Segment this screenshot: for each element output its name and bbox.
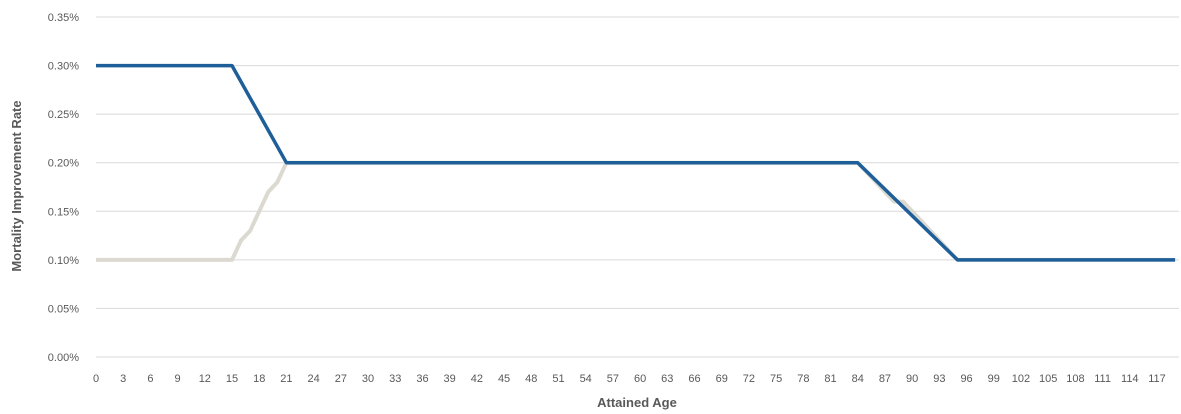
x-tick-label: 15 bbox=[226, 373, 238, 385]
x-tick-label: 69 bbox=[716, 373, 728, 385]
x-tick-label: 36 bbox=[416, 373, 428, 385]
x-tick-label: 9 bbox=[175, 373, 181, 385]
x-tick-label: 78 bbox=[797, 373, 809, 385]
x-tick-label: 27 bbox=[335, 373, 347, 385]
x-tick-label: 21 bbox=[280, 373, 292, 385]
y-tick-label: 0.20% bbox=[48, 158, 79, 170]
x-tick-label: 24 bbox=[308, 373, 320, 385]
x-tick-label: 42 bbox=[471, 373, 483, 385]
y-tick-label: 0.05% bbox=[48, 303, 79, 315]
x-tick-label: 81 bbox=[824, 373, 836, 385]
x-tick-label: 99 bbox=[988, 373, 1000, 385]
x-axis-title: Attained Age bbox=[597, 395, 677, 410]
x-tick-label: 51 bbox=[552, 373, 564, 385]
x-tick-label: 54 bbox=[580, 373, 592, 385]
y-axis-tick-labels: 0.00% 0.05% 0.10% 0.15% 0.20% 0.25% 0.30% 0.35% bbox=[48, 12, 79, 364]
gridlines bbox=[96, 16, 1179, 358]
x-tick-label: 108 bbox=[1066, 373, 1084, 385]
x-tick-label: 48 bbox=[525, 373, 537, 385]
series-line-1 bbox=[96, 63, 1176, 262]
series-lines bbox=[96, 63, 1176, 262]
y-tick-label: 0.00% bbox=[48, 352, 79, 364]
y-tick-label: 0.30% bbox=[48, 61, 79, 73]
x-tick-label: 87 bbox=[879, 373, 891, 385]
x-tick-label: 45 bbox=[498, 373, 510, 385]
x-tick-label: 6 bbox=[147, 373, 153, 385]
x-tick-label: 57 bbox=[607, 373, 619, 385]
x-tick-label: 102 bbox=[1012, 373, 1030, 385]
x-tick-label: 3 bbox=[120, 373, 126, 385]
x-tick-label: 33 bbox=[389, 373, 401, 385]
y-tick-label: 0.35% bbox=[48, 12, 79, 24]
x-tick-label: 72 bbox=[743, 373, 755, 385]
x-tick-label: 117 bbox=[1148, 373, 1166, 385]
y-axis-title: Mortality Improvement Rate bbox=[9, 100, 24, 271]
x-tick-label: 39 bbox=[444, 373, 456, 385]
x-tick-label: 84 bbox=[852, 373, 864, 385]
y-tick-label: 0.25% bbox=[48, 109, 79, 121]
x-axis-tick-labels: 0 3 6 9 12 15 18 21 24 27 30 33 36 39 42 45 48 51 54 57 60 63… bbox=[93, 373, 1166, 385]
x-tick-label: 66 bbox=[688, 373, 700, 385]
x-tick-label: 0 bbox=[93, 373, 99, 385]
x-tick-label: 30 bbox=[362, 373, 374, 385]
y-tick-label: 0.15% bbox=[48, 206, 79, 218]
x-tick-label: 114 bbox=[1121, 373, 1139, 385]
x-tick-label: 12 bbox=[199, 373, 211, 385]
x-tick-label: 93 bbox=[933, 373, 945, 385]
y-tick-label: 0.10% bbox=[48, 255, 79, 267]
x-tick-label: 111 bbox=[1094, 373, 1111, 385]
x-tick-label: 105 bbox=[1039, 373, 1057, 385]
x-tick-label: 60 bbox=[634, 373, 646, 385]
x-tick-label: 90 bbox=[906, 373, 918, 385]
x-tick-label: 63 bbox=[661, 373, 673, 385]
x-tick-label: 18 bbox=[253, 373, 265, 385]
x-tick-label: 96 bbox=[960, 373, 972, 385]
x-tick-label: 75 bbox=[770, 373, 782, 385]
